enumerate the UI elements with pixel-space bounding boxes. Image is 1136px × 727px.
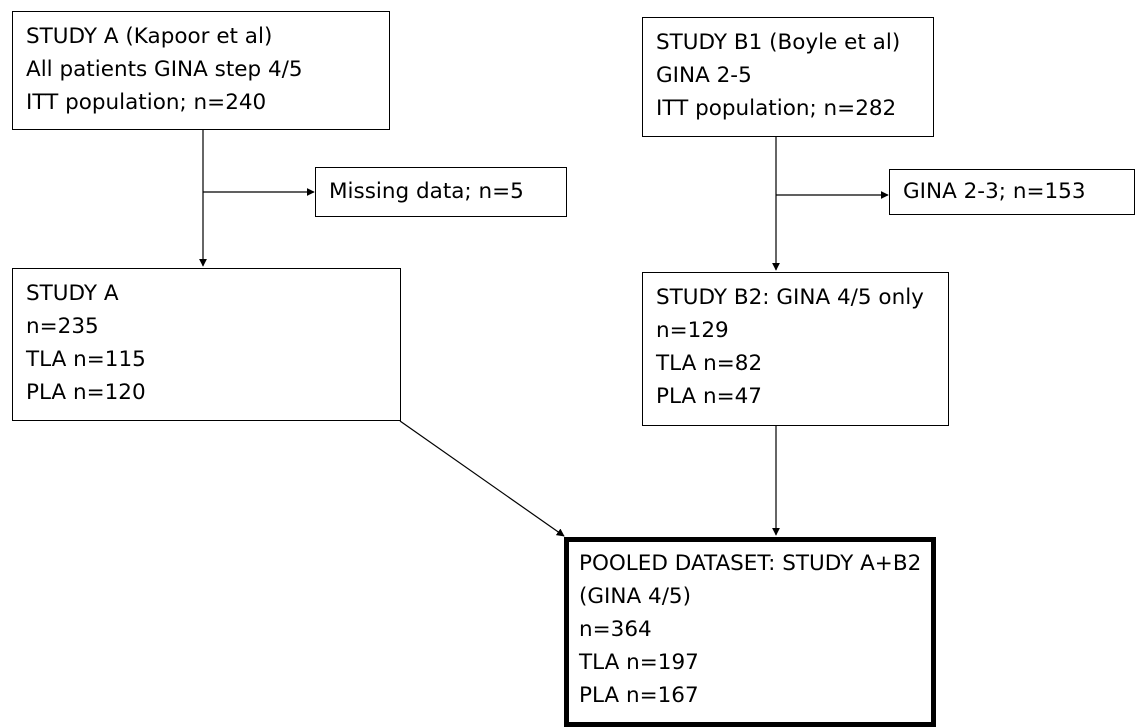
box-line: STUDY B2: GINA 4/5 only <box>656 285 924 310</box>
study-a-box: STUDY A n=235 TLA n=115 PLA n=120 <box>12 268 401 421</box>
box-line: n=235 <box>26 314 99 339</box>
study-a-itt-box: STUDY A (Kapoor et al) All patients GINA… <box>12 11 390 130</box>
arrow-study-a-to-pooled <box>399 420 565 537</box>
missing-data-box: Missing data; n=5 <box>315 167 567 217</box>
box-line: n=129 <box>656 318 729 343</box>
box-line: ITT population; n=240 <box>26 90 267 115</box>
box-line: GINA 2-3; n=153 <box>903 179 1086 204</box>
box-line: GINA 2-5 <box>656 63 752 88</box>
pooled-dataset-box: POOLED DATASET: STUDY A+B2 (GINA 4/5) n=… <box>564 537 936 727</box>
box-line: STUDY A (Kapoor et al) <box>26 24 273 49</box>
gina-2-3-excluded-box: GINA 2-3; n=153 <box>889 169 1135 215</box>
box-line: n=364 <box>579 617 652 642</box>
box-line: (GINA 4/5) <box>579 584 692 609</box>
study-b2-box: STUDY B2: GINA 4/5 only n=129 TLA n=82 P… <box>642 272 949 426</box>
box-line: All patients GINA step 4/5 <box>26 57 303 82</box>
box-line: TLA n=82 <box>656 351 763 376</box>
box-line: POOLED DATASET: STUDY A+B2 <box>579 551 922 576</box>
box-line: STUDY B1 (Boyle et al) <box>656 30 901 55</box>
box-line: STUDY A <box>26 281 119 306</box>
study-b1-itt-box: STUDY B1 (Boyle et al) GINA 2-5 ITT popu… <box>642 17 934 137</box>
box-line: TLA n=197 <box>579 650 699 675</box>
box-line: Missing data; n=5 <box>329 179 524 204</box>
box-line: PLA n=47 <box>656 384 762 409</box>
box-line: PLA n=120 <box>26 380 146 405</box>
box-line: ITT population; n=282 <box>656 96 897 121</box>
box-line: TLA n=115 <box>26 347 146 372</box>
box-line: PLA n=167 <box>579 683 699 708</box>
